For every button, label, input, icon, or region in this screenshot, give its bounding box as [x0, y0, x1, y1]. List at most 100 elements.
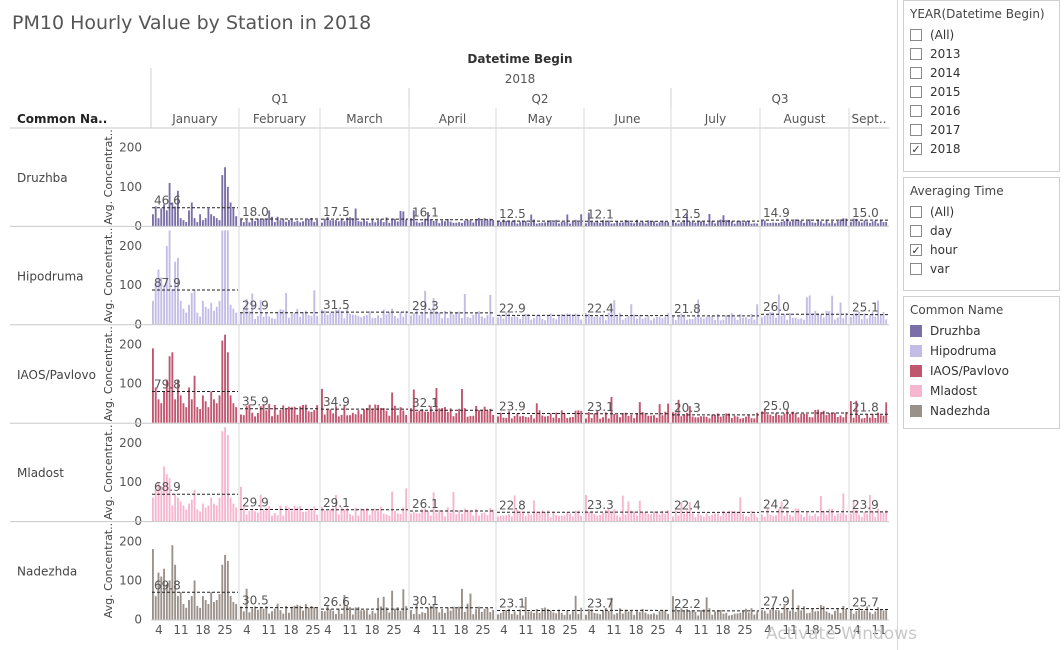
bar	[343, 221, 346, 226]
year-option[interactable]: 2015	[904, 82, 1059, 101]
legend-item[interactable]: Mladost	[904, 381, 1059, 401]
bar	[739, 418, 742, 423]
bar	[444, 612, 446, 620]
checkbox-icon[interactable]	[910, 205, 922, 218]
bar	[593, 413, 596, 423]
bar	[558, 515, 560, 522]
row-header-label: Common Na..	[17, 112, 107, 126]
averaging-time-filter: Averaging Time (All) day ✓ hour var	[903, 177, 1060, 291]
bar	[697, 417, 700, 423]
bar	[190, 596, 193, 620]
bar	[655, 223, 658, 226]
bar	[519, 319, 522, 325]
year-option[interactable]: 2014	[904, 63, 1059, 82]
checkbox-icon[interactable]	[910, 66, 922, 79]
x-tick-label: 25	[217, 623, 232, 637]
bar	[412, 613, 415, 620]
bar	[316, 514, 319, 522]
bar	[215, 306, 218, 325]
bar	[340, 613, 343, 620]
bar	[775, 317, 777, 325]
legend-item[interactable]: IAOS/Pavlovo	[904, 361, 1059, 381]
bar	[791, 318, 794, 325]
bar	[747, 612, 750, 620]
bar	[296, 220, 299, 226]
bar	[855, 509, 858, 522]
bar	[831, 221, 834, 226]
bar	[661, 610, 664, 620]
bar	[756, 304, 759, 325]
checkbox-icon[interactable]	[910, 47, 922, 60]
bar	[753, 513, 756, 522]
bar	[761, 514, 763, 522]
bar	[340, 218, 343, 226]
legend-item[interactable]: Nadezhda	[904, 401, 1059, 421]
bar	[486, 607, 489, 620]
legend-item[interactable]: Hipodruma	[904, 341, 1059, 361]
checkbox-icon[interactable]	[910, 85, 922, 98]
bar	[508, 313, 510, 325]
checkbox-checked-icon[interactable]: ✓	[910, 243, 922, 257]
bar	[424, 218, 427, 226]
bar	[858, 221, 860, 226]
year-option[interactable]: 2017	[904, 120, 1059, 139]
average-label: 25.0	[763, 399, 790, 413]
bar	[555, 219, 558, 226]
bar	[282, 613, 285, 620]
month-header: August	[784, 112, 826, 126]
checkbox-icon[interactable]	[910, 262, 922, 275]
average-label: 26.6	[323, 595, 350, 609]
checkbox-icon[interactable]	[910, 104, 922, 117]
bar	[658, 514, 661, 522]
bar	[664, 513, 667, 522]
bar	[256, 512, 259, 522]
year-option-label: 2013	[930, 46, 961, 61]
bar	[571, 611, 574, 620]
checkbox-checked-icon[interactable]: ✓	[910, 142, 922, 156]
checkbox-icon[interactable]	[910, 224, 922, 237]
bar	[313, 606, 316, 620]
year-option[interactable]: 2016	[904, 101, 1059, 120]
checkbox-icon[interactable]	[910, 123, 922, 136]
bar	[204, 600, 207, 620]
bar	[265, 606, 268, 620]
bar	[321, 222, 323, 226]
year-option[interactable]: (All)	[904, 25, 1059, 44]
bar	[825, 415, 828, 423]
bar	[427, 607, 429, 620]
bar	[489, 612, 492, 620]
bar	[285, 292, 288, 325]
averaging-option[interactable]: ✓ hour	[904, 240, 1059, 259]
bar	[480, 513, 483, 522]
bar	[171, 545, 174, 620]
year-option[interactable]: 2013	[904, 44, 1059, 63]
bar	[176, 497, 179, 522]
year-option[interactable]: ✓ 2018	[904, 139, 1059, 158]
legend-item[interactable]: Druzhba	[904, 321, 1059, 341]
bar	[574, 219, 577, 226]
bar	[385, 607, 388, 620]
bar	[794, 611, 797, 620]
bar	[653, 613, 655, 620]
bar	[825, 219, 828, 226]
bar	[800, 318, 803, 325]
averaging-option[interactable]: (All)	[904, 202, 1059, 221]
averaging-option[interactable]: var	[904, 259, 1059, 278]
bar	[797, 319, 800, 325]
bar	[797, 220, 800, 226]
bar	[633, 418, 636, 423]
bar	[466, 416, 469, 423]
bar	[860, 610, 863, 620]
bar	[855, 218, 858, 226]
checkbox-icon[interactable]	[910, 28, 922, 41]
bar	[630, 304, 633, 325]
average-label: 24.2	[763, 498, 790, 512]
bar	[794, 317, 797, 325]
bar	[766, 222, 769, 226]
bar	[499, 315, 502, 325]
bar	[683, 414, 686, 423]
bar	[688, 502, 691, 522]
averaging-option[interactable]: day	[904, 221, 1059, 240]
bar	[259, 406, 262, 423]
bar	[323, 310, 326, 325]
